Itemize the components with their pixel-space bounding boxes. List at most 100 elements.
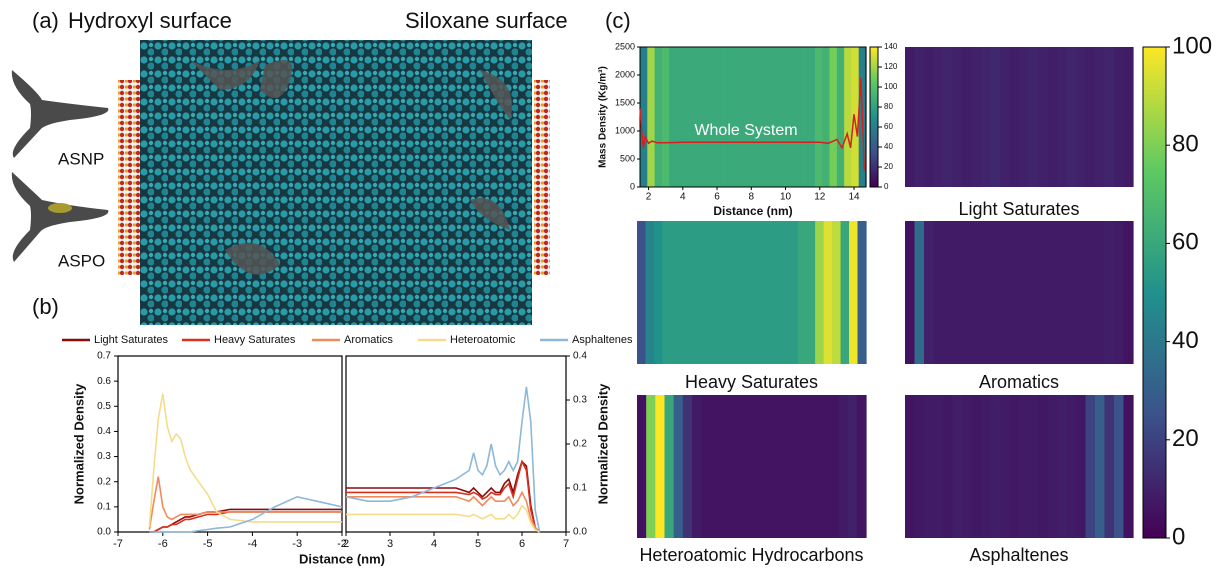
series-line bbox=[148, 476, 342, 530]
heatmap-cell bbox=[778, 47, 787, 187]
heatmap-cell bbox=[1047, 395, 1058, 538]
heatmap-cell bbox=[747, 221, 757, 364]
heatmap-cell bbox=[851, 47, 860, 187]
panel-title: Aromatics bbox=[979, 372, 1059, 392]
heatmap-cell bbox=[814, 47, 823, 187]
x-tick-label: -2 bbox=[337, 538, 347, 550]
heatmap-cell bbox=[647, 47, 656, 187]
heatmap-cell bbox=[829, 395, 840, 538]
x-tick-label: 7 bbox=[563, 538, 569, 550]
heatmap-cell bbox=[673, 395, 684, 538]
panel-title: Heavy Saturates bbox=[685, 372, 818, 392]
heatmap-cell bbox=[783, 395, 794, 538]
x-tick-label: -7 bbox=[113, 538, 123, 550]
x-axis-label: Distance (nm) bbox=[713, 204, 792, 218]
hydroxyl-layer bbox=[118, 80, 140, 275]
heatmap-cell bbox=[763, 47, 772, 187]
heatmap-cell bbox=[990, 221, 1001, 364]
heatmap-cell bbox=[838, 395, 849, 538]
x-tick-label: 6 bbox=[714, 192, 720, 203]
heatmap-cell bbox=[645, 221, 655, 364]
heatmap-cell bbox=[1095, 47, 1106, 187]
y-tick-label: 0.2 bbox=[573, 439, 587, 450]
panel-title: Heteroatomic Hydrocarbons bbox=[639, 545, 863, 565]
heatmap-cell bbox=[720, 47, 729, 187]
y-tick-label: 0.0 bbox=[97, 527, 111, 538]
heatmap-cell bbox=[962, 221, 973, 364]
heatmap-cell bbox=[640, 47, 648, 187]
heatmap-cell bbox=[1095, 395, 1106, 538]
heatmap-cell bbox=[801, 395, 812, 538]
colorbar-tick-label: 80 bbox=[1172, 131, 1199, 158]
y-tick-label: 0.4 bbox=[573, 351, 587, 362]
heatmap-cell bbox=[971, 395, 982, 538]
y-tick-label: 0.1 bbox=[97, 501, 111, 512]
heatmap-cell bbox=[728, 395, 739, 538]
x-tick-label: 14 bbox=[848, 192, 860, 203]
surface-label: Siloxane surface bbox=[405, 8, 568, 33]
heatmap-cell bbox=[933, 395, 944, 538]
heatmap-cell bbox=[1038, 395, 1049, 538]
y-tick-label: 0.3 bbox=[573, 395, 587, 406]
heatmap-cell bbox=[952, 221, 963, 364]
heatmap-cell bbox=[679, 221, 689, 364]
heatmap-cell bbox=[662, 221, 672, 364]
x-tick-label: -6 bbox=[158, 538, 168, 550]
heatmap-cell bbox=[914, 221, 925, 364]
heatmap-cell bbox=[832, 221, 842, 364]
heatmap-cell bbox=[653, 221, 664, 364]
heatmap-cell bbox=[1085, 47, 1096, 187]
heatmap-cell bbox=[1104, 395, 1115, 538]
series-line bbox=[346, 459, 541, 533]
heatmap-cell bbox=[962, 395, 973, 538]
heatmap-cell bbox=[1076, 221, 1087, 364]
x-tick-label: 4 bbox=[680, 192, 686, 203]
y-tick-label: 1000 bbox=[615, 125, 635, 135]
heatmap-cell bbox=[704, 221, 714, 364]
heatmap-cell bbox=[962, 47, 973, 187]
heatmap-cell bbox=[807, 47, 816, 187]
heatmap-cell bbox=[952, 395, 963, 538]
colorbar-tick-label: 60 bbox=[884, 122, 893, 131]
x-tick-label: 3 bbox=[387, 538, 393, 550]
heatmap-cell bbox=[1085, 221, 1096, 364]
asnp-molecule bbox=[11, 70, 109, 158]
heatmap-cell bbox=[943, 395, 954, 538]
heatmap-cell bbox=[691, 47, 699, 187]
heatmap-cell bbox=[1066, 395, 1077, 538]
heatmap-cell bbox=[785, 47, 794, 187]
y-tick-label: 0 bbox=[630, 181, 635, 191]
heatmap-cell bbox=[792, 395, 803, 538]
series-line bbox=[345, 386, 541, 533]
molecule-label: ASNP bbox=[58, 149, 104, 168]
heatmap-cell bbox=[1047, 221, 1058, 364]
panel-title: Light Saturates bbox=[958, 199, 1079, 219]
heatmap-cell bbox=[823, 221, 833, 364]
y-tick-label: 0.5 bbox=[97, 401, 111, 412]
heatmap-cell bbox=[1104, 47, 1115, 187]
heatmap-cell bbox=[836, 47, 845, 187]
heatmap-cell bbox=[914, 395, 925, 538]
heatmap-cell bbox=[742, 47, 750, 187]
colorbar-tick-label: 60 bbox=[1172, 229, 1199, 256]
y-axis-label: Normalized Density bbox=[71, 383, 86, 504]
heatmap-cell bbox=[682, 395, 693, 538]
heatmap-cell bbox=[789, 221, 799, 364]
heatmap-cell bbox=[654, 47, 663, 187]
y-axis-label: Mass Density (Kg/m³) bbox=[598, 66, 609, 168]
heatmap-cell bbox=[952, 47, 963, 187]
heatmap-cell bbox=[990, 47, 1001, 187]
heatmap-cell bbox=[737, 395, 748, 538]
heatmap-cell bbox=[781, 221, 791, 364]
x-tick-label: -5 bbox=[203, 538, 213, 550]
heatmap-cell bbox=[1076, 47, 1087, 187]
y-tick-label: 500 bbox=[620, 153, 635, 163]
heatmap-cell bbox=[981, 47, 992, 187]
heatmap-cell bbox=[905, 221, 916, 364]
plot-frame bbox=[117, 355, 343, 533]
heatmap-cell bbox=[1104, 221, 1115, 364]
x-tick-label: 8 bbox=[749, 192, 755, 203]
colorbar-tick-label: 0 bbox=[884, 182, 889, 191]
x-tick-label: 12 bbox=[814, 192, 826, 203]
heatmap-cell bbox=[905, 395, 916, 538]
